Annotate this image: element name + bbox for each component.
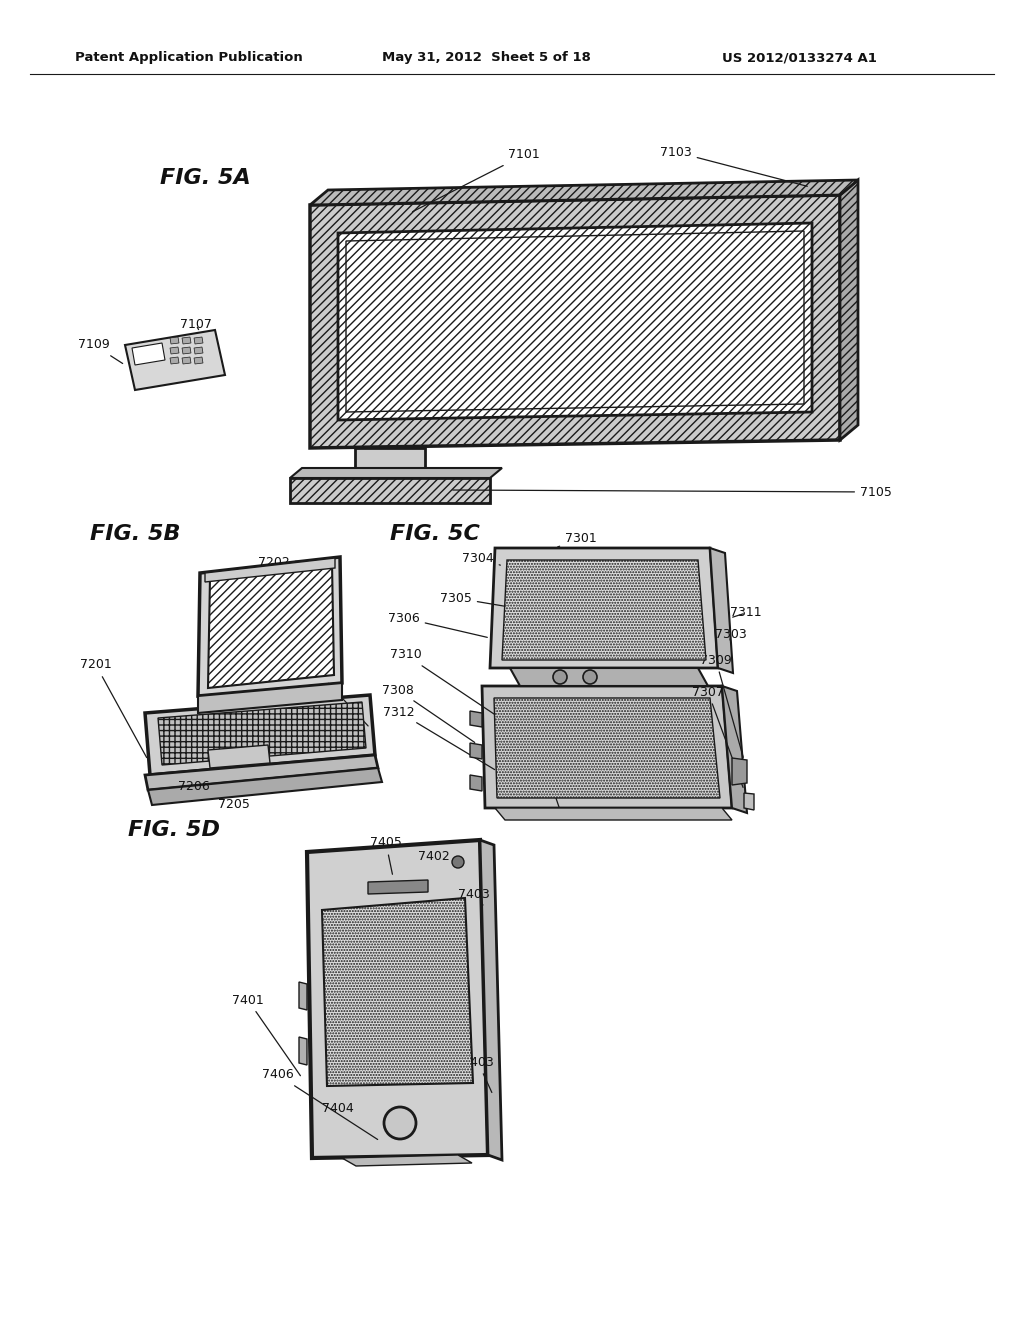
Text: 7310: 7310 [390, 648, 495, 714]
Text: 7101: 7101 [413, 149, 540, 211]
Text: FIG. 5A: FIG. 5A [160, 168, 251, 187]
Polygon shape [480, 840, 502, 1160]
Polygon shape [194, 337, 203, 345]
Polygon shape [198, 682, 342, 713]
Polygon shape [145, 696, 375, 775]
Polygon shape [194, 356, 203, 364]
Text: 7302: 7302 [528, 755, 561, 813]
Polygon shape [290, 469, 502, 478]
Text: 7307: 7307 [692, 685, 743, 788]
Polygon shape [470, 775, 482, 791]
Text: 7206: 7206 [178, 780, 210, 793]
Polygon shape [170, 347, 179, 354]
Text: FIG. 5D: FIG. 5D [128, 820, 220, 840]
Polygon shape [470, 711, 482, 727]
Text: FIG. 5B: FIG. 5B [90, 524, 180, 544]
Text: US 2012/0133274 A1: US 2012/0133274 A1 [722, 51, 877, 65]
Text: 7110: 7110 [182, 338, 214, 375]
Polygon shape [355, 447, 425, 478]
Polygon shape [299, 1038, 307, 1065]
Text: FIG. 5C: FIG. 5C [390, 524, 480, 544]
Polygon shape [205, 558, 335, 582]
Circle shape [452, 855, 464, 869]
Polygon shape [208, 564, 334, 688]
Text: Patent Application Publication: Patent Application Publication [75, 51, 303, 65]
Polygon shape [299, 982, 307, 1010]
Text: 7311: 7311 [730, 606, 762, 619]
Polygon shape [482, 686, 732, 808]
Polygon shape [342, 1155, 472, 1166]
Polygon shape [170, 337, 179, 345]
Polygon shape [495, 808, 732, 820]
Polygon shape [322, 898, 473, 1086]
Text: 7312: 7312 [383, 705, 495, 770]
Polygon shape [510, 668, 708, 686]
Polygon shape [307, 840, 488, 1158]
Polygon shape [502, 560, 706, 660]
Polygon shape [710, 548, 733, 673]
Polygon shape [148, 768, 382, 805]
Polygon shape [145, 755, 378, 789]
Polygon shape [310, 180, 858, 205]
Polygon shape [470, 743, 482, 759]
Polygon shape [208, 744, 270, 768]
Text: 7309: 7309 [700, 653, 743, 758]
Polygon shape [194, 347, 203, 354]
Text: 7105: 7105 [453, 486, 892, 499]
Polygon shape [338, 223, 812, 420]
Text: 7203: 7203 [255, 573, 332, 586]
Text: 7103: 7103 [660, 145, 807, 186]
Text: 7205: 7205 [218, 799, 250, 812]
Text: 7107: 7107 [180, 318, 212, 331]
Polygon shape [310, 195, 840, 447]
Polygon shape [170, 356, 179, 364]
Polygon shape [744, 793, 754, 810]
Text: 7402: 7402 [418, 850, 459, 863]
Polygon shape [198, 557, 342, 696]
Polygon shape [346, 231, 804, 412]
Text: May 31, 2012  Sheet 5 of 18: May 31, 2012 Sheet 5 of 18 [382, 51, 591, 65]
Text: 7405: 7405 [370, 837, 401, 874]
Text: 7201: 7201 [80, 659, 146, 758]
Polygon shape [368, 880, 428, 894]
Text: 7301: 7301 [558, 532, 597, 546]
Text: 7403: 7403 [458, 888, 489, 906]
Text: 7406: 7406 [262, 1068, 378, 1139]
Polygon shape [290, 478, 490, 503]
Text: 7308: 7308 [382, 684, 475, 742]
Text: 7306: 7306 [388, 611, 487, 638]
Text: 7303: 7303 [715, 628, 746, 642]
Text: 7202: 7202 [258, 556, 332, 569]
Text: 7403: 7403 [462, 1056, 494, 1093]
Polygon shape [182, 347, 191, 354]
Polygon shape [840, 180, 858, 440]
Polygon shape [132, 343, 165, 366]
Polygon shape [494, 698, 720, 799]
Circle shape [553, 671, 567, 684]
Polygon shape [732, 758, 746, 785]
Text: 7204: 7204 [302, 665, 368, 726]
Polygon shape [125, 330, 225, 389]
Text: 7305: 7305 [440, 591, 543, 612]
Circle shape [583, 671, 597, 684]
Polygon shape [182, 356, 191, 364]
Polygon shape [182, 337, 191, 345]
Text: 7401: 7401 [232, 994, 300, 1076]
Text: 7404: 7404 [322, 1101, 353, 1114]
Text: 7304: 7304 [462, 552, 501, 565]
Polygon shape [490, 548, 718, 668]
Polygon shape [722, 686, 746, 813]
Circle shape [384, 1107, 416, 1139]
Polygon shape [158, 702, 366, 766]
Text: 7109: 7109 [78, 338, 123, 363]
